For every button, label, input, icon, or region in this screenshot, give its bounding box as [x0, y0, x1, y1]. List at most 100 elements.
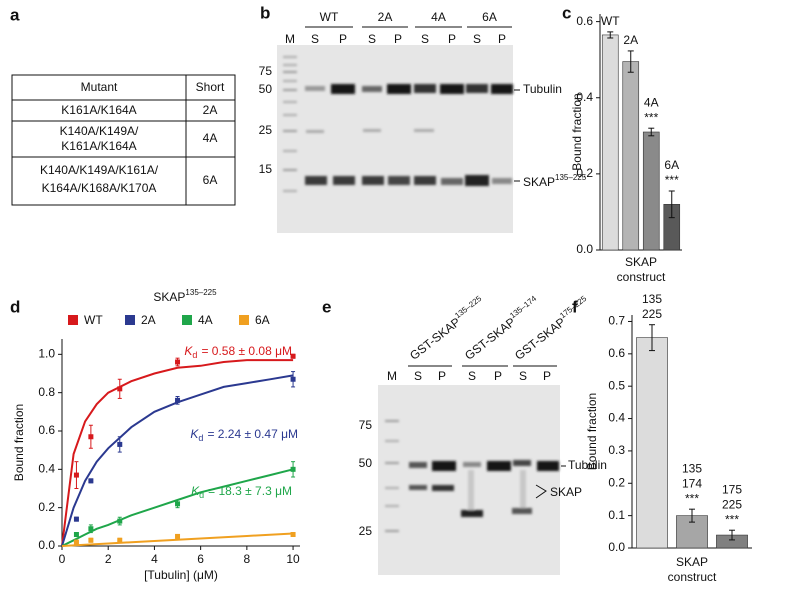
category-label: 174: [682, 476, 702, 490]
x-axis-label: [Tubulin] (μM): [144, 568, 218, 582]
lane-label: P: [543, 369, 551, 383]
band-label: Tubulin: [523, 82, 562, 96]
x-tick-label: 6: [197, 552, 204, 566]
x-tick-label: 10: [286, 552, 300, 566]
band-label-text: SKAP: [523, 175, 555, 189]
y-tick-label: 0.2: [576, 166, 593, 180]
table-cell: K164A/K168A/K170A: [42, 181, 157, 195]
data-point: [73, 539, 79, 545]
table: Mutant Short K161A/K164A 2A K140A/K149A/…: [11, 74, 236, 206]
gel-bands: [283, 56, 513, 192]
category-label: 225: [642, 307, 662, 321]
table-header: Short: [196, 80, 225, 94]
mw-marker: 25: [359, 524, 373, 538]
x-axis-label: SKAP: [676, 555, 708, 569]
mw-marker: 15: [259, 162, 273, 176]
band-label: SKAP: [550, 485, 582, 499]
legend-swatch: [182, 315, 192, 325]
gel-bands: [385, 420, 559, 532]
table-cell: K140A/K149A/K161A/: [40, 163, 159, 177]
data-point: [290, 466, 296, 472]
y-tick-label: 0.1: [608, 508, 625, 522]
legend-swatch: [68, 315, 78, 325]
bar: [622, 61, 640, 251]
lane-label: P: [448, 32, 456, 46]
table-cell: 4A: [203, 131, 218, 145]
kd-value: = 0.58 ± 0.08 μM: [201, 344, 292, 358]
x-tick-label: 8: [244, 552, 251, 566]
data-point: [88, 478, 94, 484]
y-tick-label: 0.5: [608, 378, 625, 392]
y-tick-label: 0.3: [608, 443, 625, 457]
legend-title-sup: 135–225: [185, 288, 217, 297]
kd-symbol: K: [184, 344, 193, 358]
category-label: 2A: [623, 33, 638, 47]
table-cell: K161A/K164A: [61, 139, 136, 153]
y-tick-label: 0.0: [608, 540, 625, 554]
fit-curve: [61, 532, 294, 547]
y-tick-label: 0.6: [576, 14, 593, 28]
y-tick-label: 0.6: [38, 423, 55, 437]
lane-label: P: [339, 32, 347, 46]
data-point: [175, 359, 181, 365]
kd-annotation: Kd = 2.24 ± 0.47 μM: [190, 427, 298, 443]
y-tick-label: 1.0: [38, 347, 55, 361]
panel-label: b: [260, 3, 270, 22]
lane-label: S: [421, 32, 429, 46]
table-cell: K140A/K149A/: [60, 124, 139, 138]
x-tick-label: 2: [105, 552, 112, 566]
y-tick-label: 0.4: [38, 462, 55, 476]
significance: ***: [725, 512, 739, 526]
kd-subscript: d: [192, 350, 197, 360]
gel-background: [277, 45, 513, 233]
bar: [636, 337, 668, 549]
band-label-sup: 135–225: [555, 173, 587, 182]
lane-label: P: [438, 369, 446, 383]
category-label: WT: [601, 14, 620, 28]
construct-name: GST-SKAP: [512, 315, 568, 363]
kd-annotation: Kd = 0.58 ± 0.08 μM: [184, 344, 292, 360]
construct-sup: 135–225: [453, 294, 484, 321]
lane-label: S: [414, 369, 422, 383]
data-point: [175, 397, 181, 403]
kd-value: = 18.3 ± 7.3 μM: [208, 484, 292, 498]
data-point: [175, 501, 181, 507]
y-tick-label: 0.4: [576, 90, 593, 104]
category-label: 6A: [664, 158, 679, 172]
data-point: [117, 537, 123, 543]
x-tick-label: 0: [59, 552, 66, 566]
gel-image: [277, 45, 520, 233]
legend-swatch: [239, 315, 249, 325]
y-tick-label: 0.6: [608, 346, 625, 360]
table-cell: 2A: [203, 103, 218, 117]
bar: [601, 34, 619, 251]
mw-marker: 75: [259, 64, 273, 78]
construct-name: GST-SKAP: [462, 315, 518, 363]
lane-label: S: [368, 32, 376, 46]
panel-label: a: [10, 5, 20, 24]
construct-name: GST-SKAP: [407, 315, 463, 363]
data-point: [73, 472, 79, 478]
band-bracket: [535, 484, 547, 499]
x-axis-label: construct: [668, 570, 717, 584]
y-axis-label: Bound fraction: [585, 393, 599, 470]
kd-symbol: K: [190, 427, 199, 441]
lane-label: S: [473, 32, 481, 46]
fit-curve: [61, 359, 294, 547]
kd-subscript: d: [199, 490, 204, 500]
y-tick-label: 0.2: [608, 475, 625, 489]
table-cell: K161A/K164A: [61, 103, 136, 117]
significance: ***: [665, 173, 679, 187]
group-label: 2A: [378, 10, 393, 24]
table-header: Mutant: [81, 80, 118, 94]
panel-label: e: [322, 297, 331, 316]
panel-label: c: [562, 3, 571, 22]
fit-curve: [61, 468, 294, 547]
y-tick-label: 0.2: [38, 500, 55, 514]
fit-curve: [61, 374, 294, 547]
data-point: [290, 353, 296, 359]
legend-label: WT: [84, 313, 103, 327]
